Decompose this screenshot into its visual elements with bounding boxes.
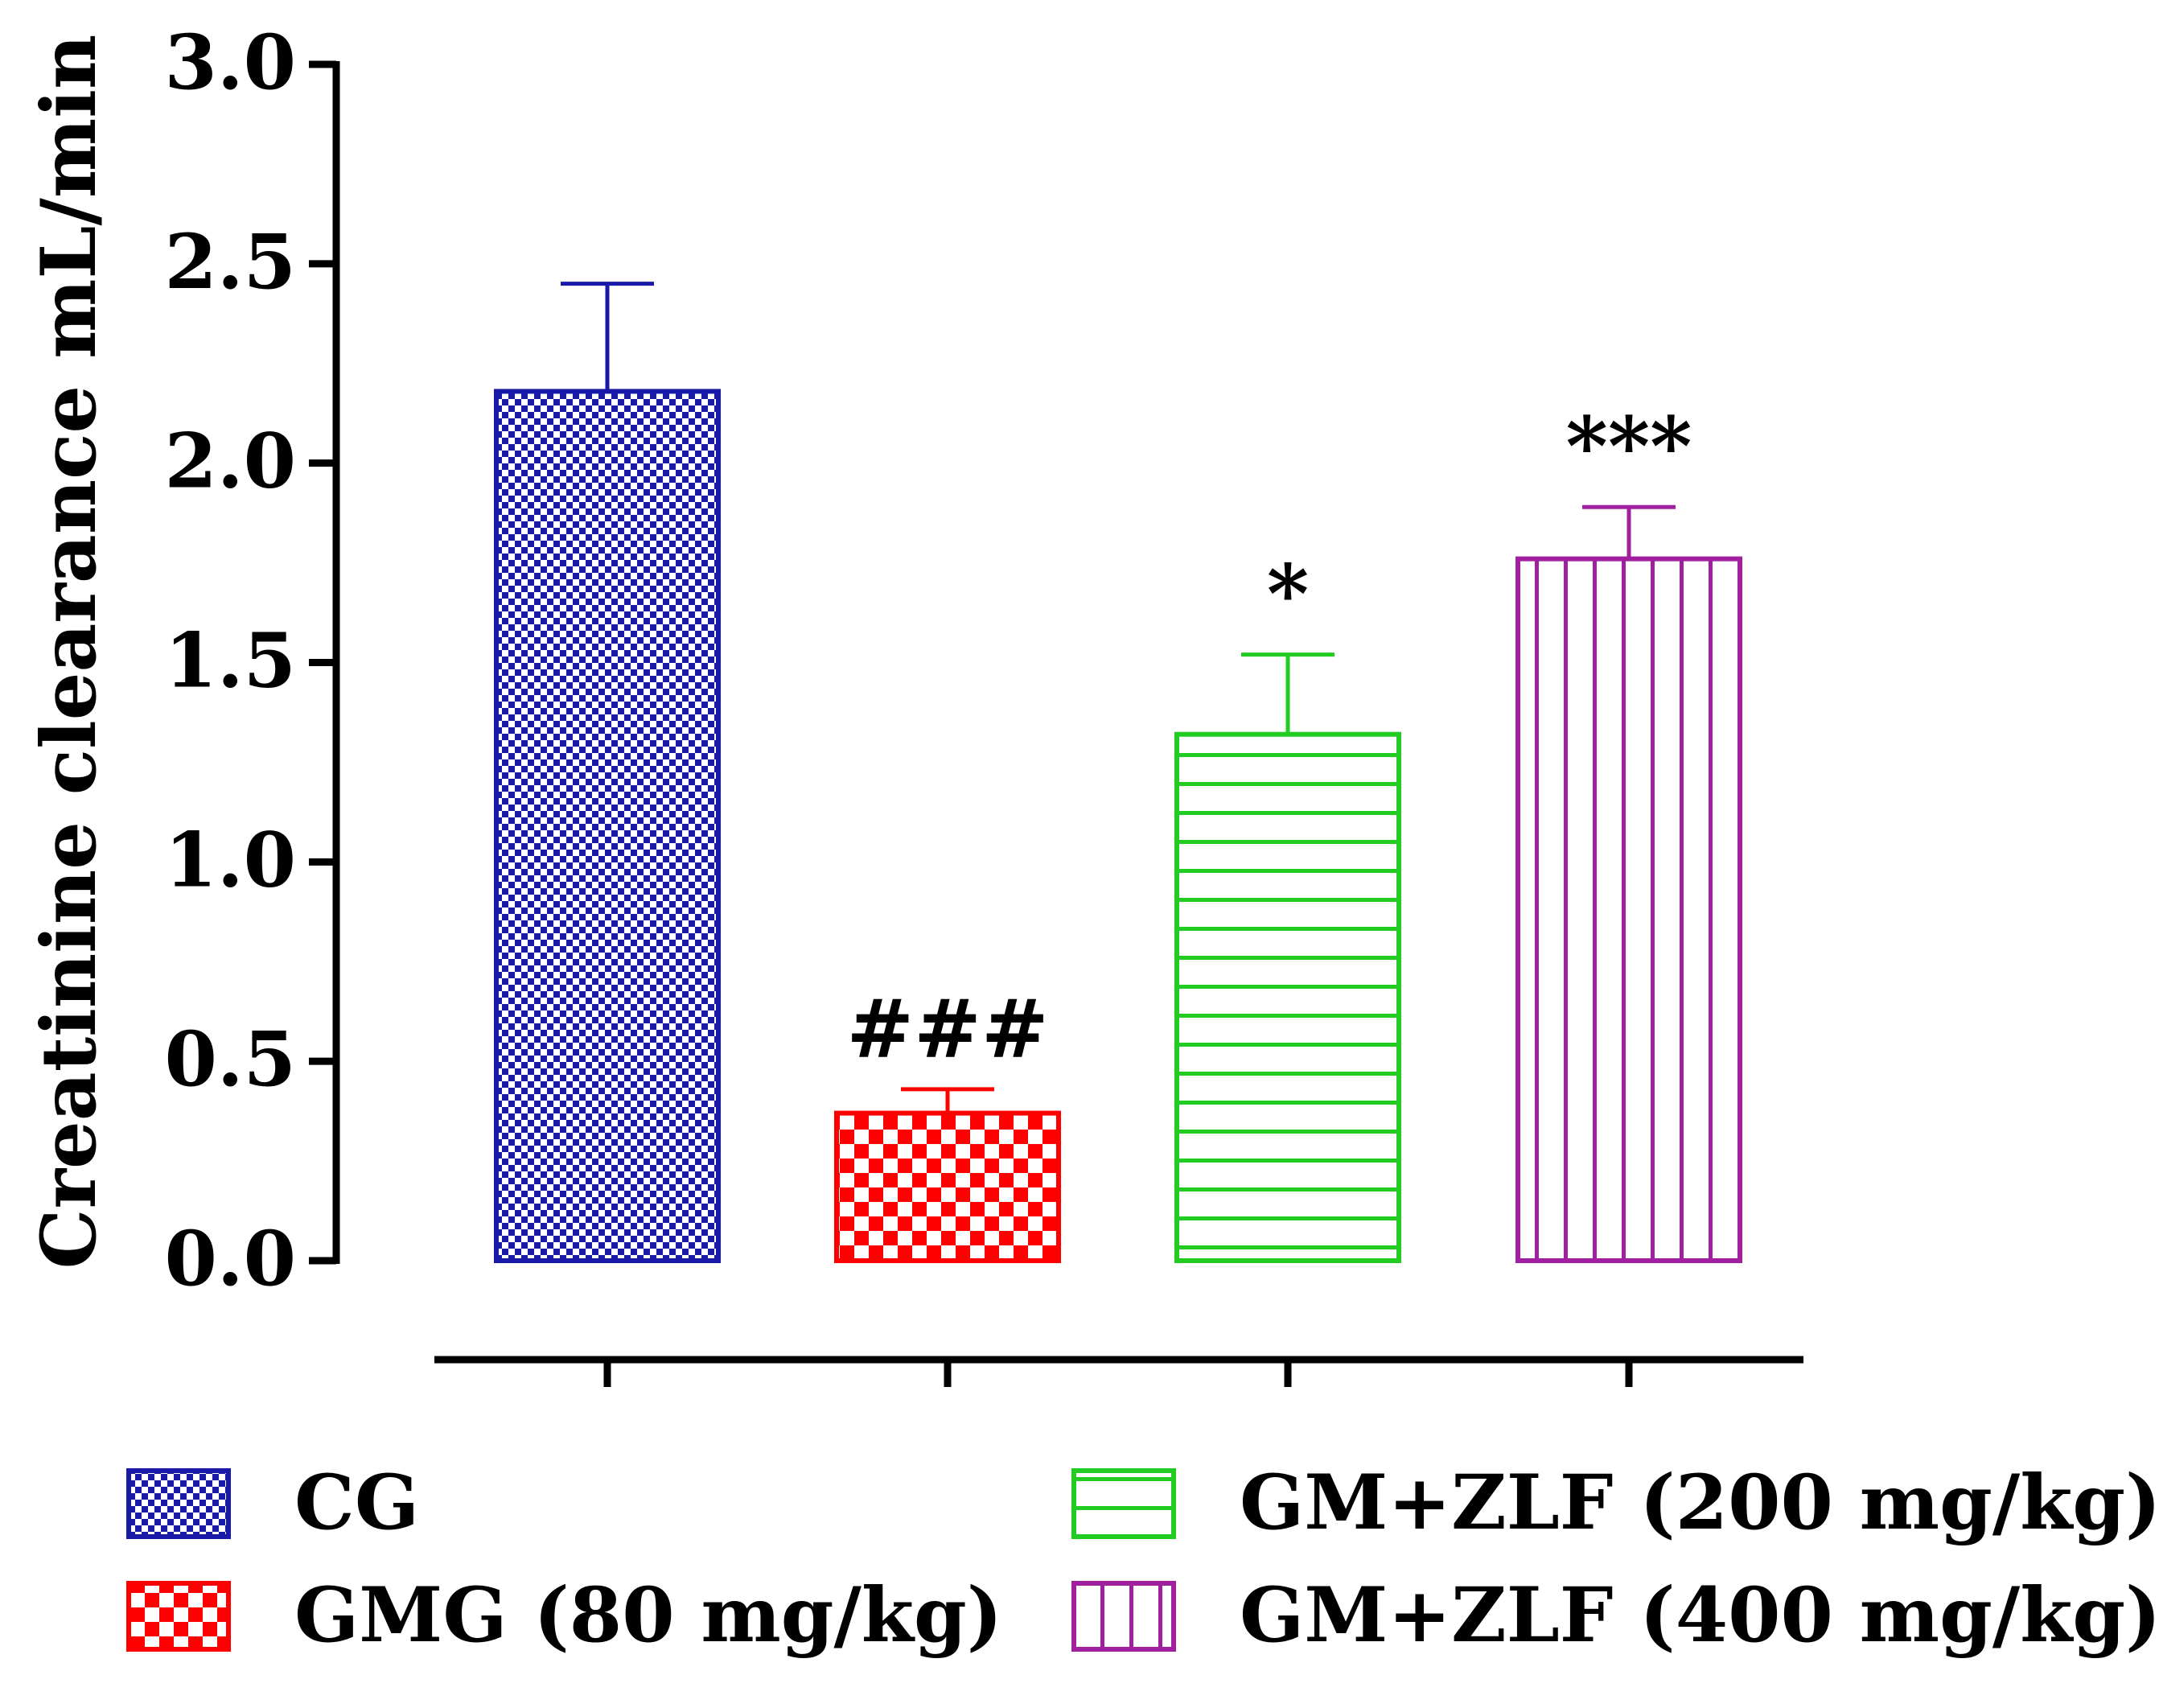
bar-gm-zlf-400-mg-kg [1515,556,1742,1263]
y-tick-label: 2.0 [164,418,296,506]
legend-item-cg: CG [126,1459,419,1547]
y-tick-label: 1.5 [164,617,296,706]
y-tick-label: 0.5 [164,1015,296,1104]
y-tick-label: 0.0 [164,1215,296,1303]
significance-label: * [1267,547,1309,642]
legend-swatch [126,1581,231,1652]
legend-swatch [1071,1468,1176,1539]
legend-swatch [1071,1581,1176,1652]
legend-label: CG [294,1459,419,1547]
y-tick-label: 3.0 [164,19,296,107]
y-axis: 0.0 0.5 1.0 1.5 2.0 2.5 3.0 [164,19,340,1303]
y-axis-label: Creatinine clearance mL/min [25,35,113,1270]
legend-label: GM+ZLF (400 mg/kg) [1240,1571,2159,1660]
legend-label: GM+ZLF (200 mg/kg) [1240,1459,2159,1547]
legend: CG GMG (80 mg/kg) GM+ZLF (200 mg/kg) GM+ZLF… [126,1459,2159,1660]
y-tick-label: 2.5 [164,218,296,307]
bar-gmg-80-mg-kg [834,1110,1061,1264]
bars: ###**** [494,282,1742,1264]
significance-label: *** [1566,399,1692,494]
legend-item-gm-zlf-200-mg-kg: GM+ZLF (200 mg/kg) [1071,1459,2159,1547]
bar-cg [494,389,721,1263]
legend-item-gmg-80-mg-kg: GMG (80 mg/kg) [126,1571,1002,1660]
significance-label: ### [846,982,1048,1076]
legend-swatch [126,1468,231,1539]
x-axis [434,1356,1803,1387]
legend-label: GMG (80 mg/kg) [294,1571,1002,1660]
y-tick-label: 1.0 [164,816,296,904]
legend-item-gm-zlf-400-mg-kg: GM+ZLF (400 mg/kg) [1071,1571,2159,1660]
bar-gm-zlf-200-mg-kg [1174,731,1401,1263]
